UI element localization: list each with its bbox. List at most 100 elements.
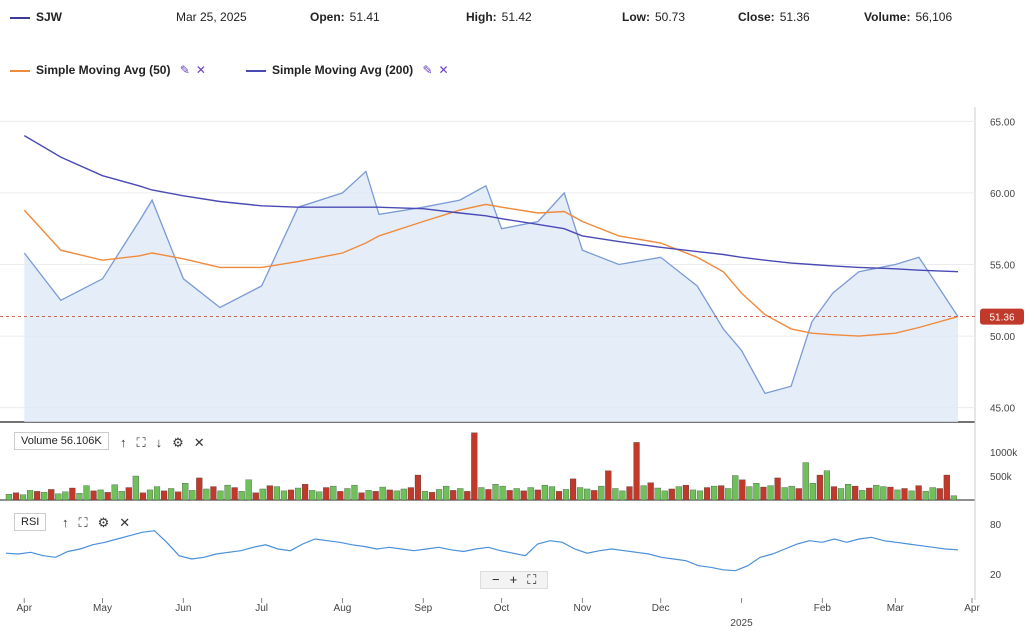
close-icon[interactable]: ✕ [119,515,131,530]
indicator-sma50[interactable]: Simple Moving Avg (50) ✎ ✕ [10,63,206,77]
volume-bar-59 [421,491,429,501]
quote-header: SJW Mar 25, 2025 Open: 51.41 High: 51.42 L… [0,0,1030,34]
volume-bar-93 [661,490,668,501]
volume-bar-70 [499,485,506,501]
volume-bar-129 [915,485,922,501]
y-tick-label-0: 65.00 [990,117,1015,128]
close-icon[interactable]: ✕ [193,435,205,450]
volume-bar-89 [633,442,640,501]
volume-bar-22 [160,490,168,501]
gear-icon[interactable]: ⚙ [172,435,184,450]
volume-bar-0 [5,494,13,501]
volume-bar-109 [774,477,781,501]
sma200-swatch [246,69,266,72]
volume-bar-104 [739,479,746,501]
volume-bar-121 [859,490,866,501]
symbol-line-swatch [10,16,30,19]
arrow-up-icon[interactable]: ↑ [120,435,127,450]
x-tick-label-1: May [93,603,112,614]
volume-bar-82 [584,488,591,501]
zoom-controls: − + ⛶ [480,571,549,589]
gear-icon[interactable]: ⚙ [97,515,110,530]
volume-bar-117 [830,486,838,501]
volume-bar-63 [450,490,457,501]
last-price-tag [980,308,1024,325]
zoom-in-button[interactable]: + [509,572,518,587]
pencil-icon[interactable]: ✎ [179,63,190,77]
volume-bar-67 [478,487,485,501]
volume-bar-64 [457,488,464,501]
volume-bar-98 [696,490,704,501]
volume-bar-92 [654,487,661,501]
volume-bar-83 [591,490,598,501]
expand-icon[interactable]: ⛶ [136,435,146,450]
x-tick-label-2: Jun [175,603,191,614]
volume-bar-35 [252,492,259,501]
volume-bar-130 [922,491,929,501]
volume-bar-44 [316,491,323,501]
volume-bar-123 [873,484,880,501]
volume-bar-53 [379,486,386,501]
volume-bar-72 [513,488,520,501]
volume-bar-132 [936,488,943,501]
symbol[interactable]: SJW [10,10,67,24]
volume-bar-99 [703,487,711,501]
volume-bar-25 [182,483,189,501]
volume-bar-127 [901,488,908,501]
volume-tick-label-1: 500k [990,472,1013,483]
volume-bar-116 [823,470,831,501]
x-tick-label-4: Aug [334,603,352,614]
expand-icon[interactable]: ⛶ [78,515,88,530]
close-icon[interactable]: ✕ [438,63,449,77]
volume-bar-95 [675,486,682,501]
volume-bar-94 [668,488,675,501]
volume-bar-102 [725,488,732,501]
volume-bar-119 [845,484,852,501]
volume-bar-90 [640,485,647,501]
volume-bar-37 [266,485,273,501]
volume-bar-7 [55,493,62,501]
volume-bar-20 [146,489,154,501]
volume-bar-6 [48,489,55,501]
volume-bar-118 [837,488,845,501]
zoom-out-button[interactable]: − [492,572,500,587]
volume-bar-52 [372,491,379,501]
close-icon[interactable]: ✕ [195,63,206,77]
y-tick-label-3: 50.00 [990,332,1015,343]
high-value: High: 51.42 [466,10,532,24]
sma200-line [23,134,959,273]
volume-bar-107 [760,486,767,501]
x-tick-label-8: Dec [652,603,670,614]
last-price-label: 51.36 [989,313,1014,324]
x-tick-label-0: Apr [16,603,32,614]
volume-bar-110 [781,487,788,501]
volume-bar-96 [682,484,689,501]
fit-icon[interactable]: ⛶ [527,572,537,587]
volume-bar-106 [753,483,760,501]
volume-bar-10 [76,493,83,501]
volume-bar-12 [90,490,97,501]
volume-bar-39 [280,490,288,501]
volume-bar-111 [788,485,795,501]
volume-bar-68 [485,489,492,501]
volume-bar-47 [337,491,344,501]
volume-bar-103 [732,475,739,501]
arrow-down-icon[interactable]: ↓ [155,435,163,450]
x-tick-label-11: Mar [887,603,905,614]
pencil-icon[interactable]: ✎ [422,63,433,77]
volume-value: Volume: 56,106 [864,10,953,24]
volume-bar-66 [471,432,478,501]
volume-bar-33 [238,491,245,501]
volume-bar-48 [344,488,351,501]
arrow-up-icon[interactable]: ↑ [62,515,69,530]
volume-bar-69 [492,484,499,501]
volume-bar-29 [210,486,217,501]
volume-bar-58 [414,474,422,501]
indicator-sma200[interactable]: Simple Moving Avg (200) ✎ ✕ [246,63,449,77]
volume-bar-97 [689,489,697,501]
sma50-swatch [10,69,30,72]
volume-bar-57 [407,487,414,501]
volume-bar-18 [132,475,139,501]
volume-bar-128 [908,490,915,501]
